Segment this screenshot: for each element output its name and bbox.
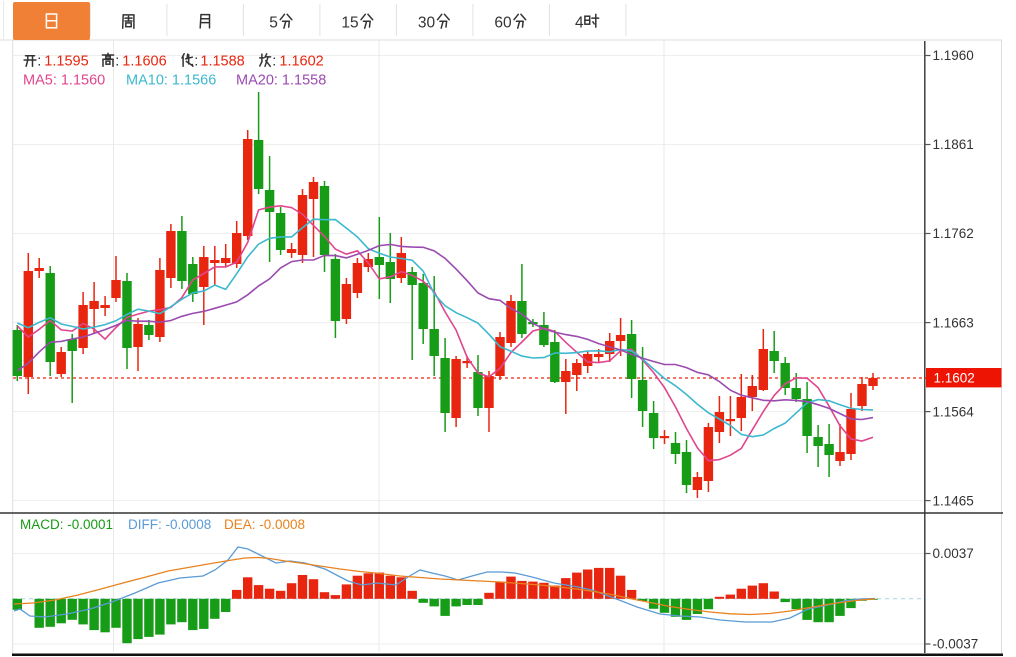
- svg-text:1.1861: 1.1861: [933, 137, 974, 152]
- svg-text:1.1663: 1.1663: [933, 315, 974, 330]
- svg-text:1.1602: 1.1602: [934, 371, 975, 386]
- svg-text:-0.0037: -0.0037: [933, 637, 979, 652]
- svg-text:1.1588: 1.1588: [200, 54, 244, 70]
- svg-text::: :: [37, 54, 41, 70]
- svg-text:5: 5: [269, 15, 278, 32]
- svg-text:1.1564: 1.1564: [933, 404, 975, 419]
- svg-text:1.1602: 1.1602: [279, 54, 323, 70]
- svg-text:1.1606: 1.1606: [122, 54, 166, 70]
- svg-text:MA5: 1.1560: MA5: 1.1560: [23, 73, 105, 89]
- svg-text:DIFF: -0.0008: DIFF: -0.0008: [128, 517, 211, 532]
- svg-text:1.1465: 1.1465: [933, 493, 974, 508]
- svg-text:4: 4: [575, 15, 584, 32]
- svg-text:1.1762: 1.1762: [933, 226, 974, 241]
- svg-text:0.0037: 0.0037: [933, 546, 974, 561]
- svg-text:MA20: 1.1558: MA20: 1.1558: [236, 73, 326, 89]
- svg-text:30: 30: [418, 15, 436, 32]
- svg-text:DEA: -0.0008: DEA: -0.0008: [224, 517, 305, 532]
- svg-text:MA10: 1.1566: MA10: 1.1566: [126, 73, 216, 89]
- svg-text:15: 15: [341, 15, 358, 32]
- svg-text:1.1595: 1.1595: [44, 54, 88, 70]
- svg-text::: :: [194, 54, 198, 70]
- svg-text::: :: [115, 54, 119, 70]
- svg-text:MACD: -0.0001: MACD: -0.0001: [20, 517, 113, 532]
- svg-text::: :: [272, 54, 276, 70]
- svg-text:60: 60: [494, 15, 512, 32]
- svg-text:1.1960: 1.1960: [933, 48, 974, 63]
